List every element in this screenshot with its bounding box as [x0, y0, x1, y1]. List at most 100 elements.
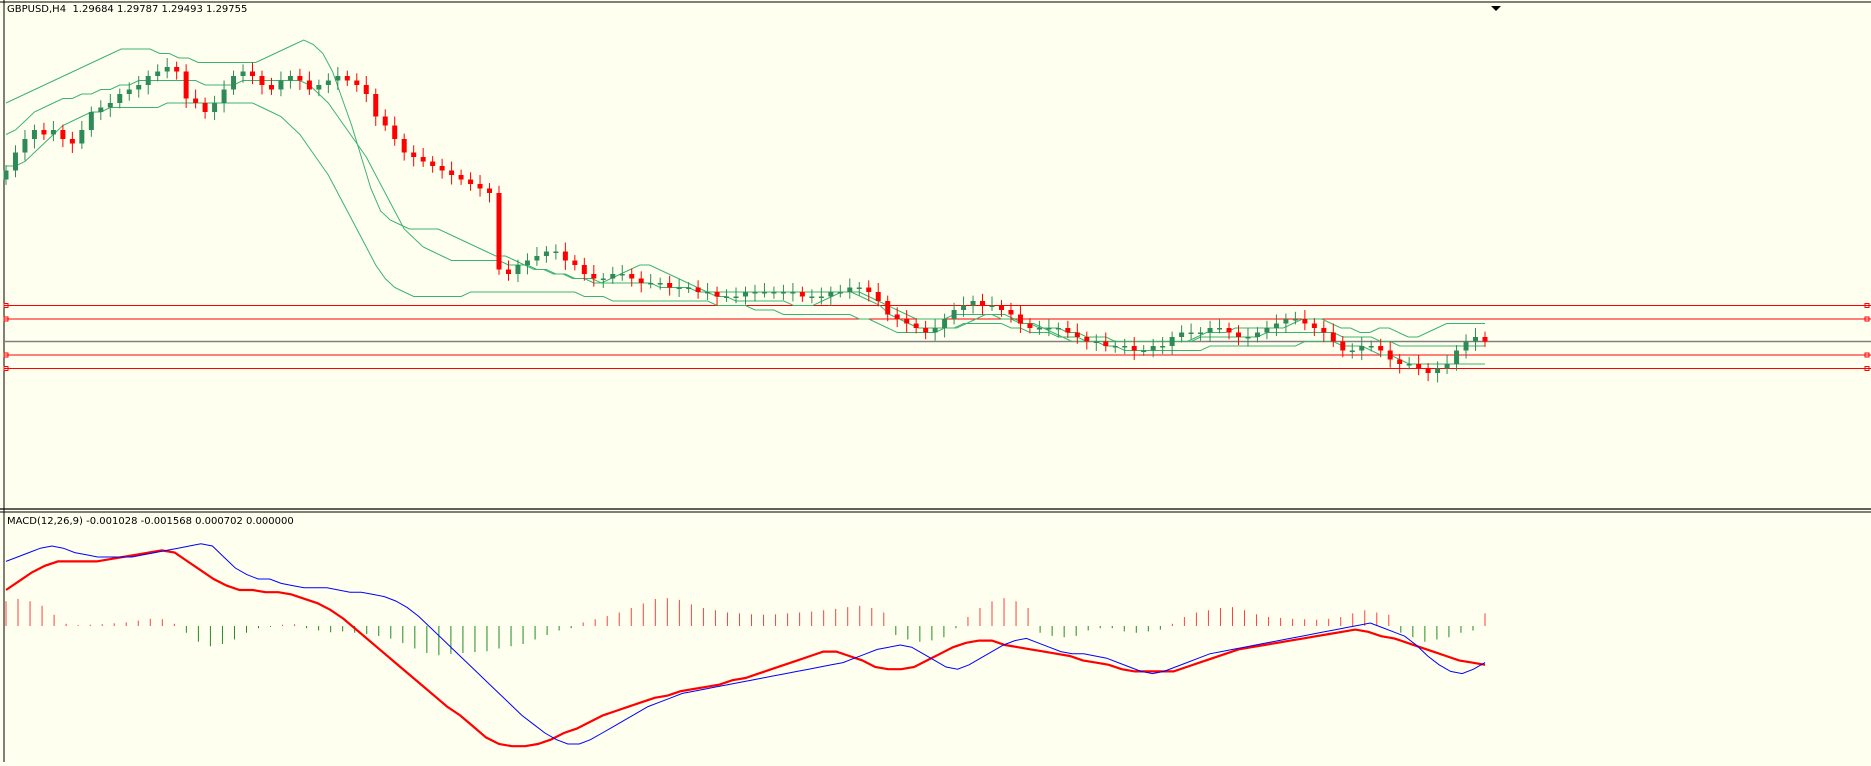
candle-body: [506, 270, 511, 275]
candle-body: [22, 139, 27, 153]
candle-body: [231, 76, 236, 90]
candle-body: [1483, 337, 1488, 342]
candle-body: [601, 279, 606, 281]
candle-body: [440, 166, 445, 171]
candle-body: [734, 297, 739, 299]
candle-body: [828, 292, 833, 297]
candle-body: [1103, 342, 1108, 347]
candle-body: [345, 76, 350, 81]
candle-body: [582, 265, 587, 274]
symbol-label: GBPUSD,H4: [7, 4, 66, 15]
candle-body: [98, 108, 103, 113]
candle-body: [1445, 364, 1450, 369]
candle-body: [923, 328, 928, 333]
candle-body: [980, 301, 985, 306]
candle-body: [155, 72, 160, 77]
candle-body: [354, 81, 359, 86]
candle-body: [373, 94, 378, 117]
candle-body: [1464, 342, 1469, 351]
candle-body: [1264, 328, 1269, 333]
candle-body: [411, 153, 416, 158]
candle-body: [942, 319, 947, 328]
candle-body: [857, 288, 862, 290]
candle-body: [127, 90, 132, 95]
candle-body: [222, 90, 227, 104]
candle-body: [1227, 328, 1232, 333]
candle-body: [952, 310, 957, 319]
candle-body: [1274, 324, 1279, 329]
candle-body: [1075, 333, 1080, 338]
candle-body: [1027, 324, 1032, 329]
candle-body: [335, 76, 340, 81]
candle-body: [961, 306, 966, 311]
candle-body: [364, 85, 369, 94]
candle-body: [1407, 364, 1412, 366]
candle-body: [430, 162, 435, 167]
candle-body: [743, 292, 748, 297]
candle-body: [525, 261, 530, 266]
candle-body: [648, 283, 653, 285]
candle-body: [1113, 346, 1118, 348]
candle-body: [1189, 333, 1194, 335]
candle-body: [876, 292, 881, 301]
candle-body: [278, 81, 283, 90]
candle-body: [629, 274, 634, 279]
candle-body: [715, 292, 720, 297]
candle-body: [781, 292, 786, 294]
candle-body: [1426, 369, 1431, 374]
candle-body: [696, 288, 701, 293]
candle-body: [895, 315, 900, 320]
candle-body: [421, 157, 426, 162]
candle-body: [553, 252, 558, 254]
candle-body: [1435, 369, 1440, 374]
candle-body: [1084, 337, 1089, 342]
macd-header: MACD(12,26,9) -0.001028 -0.001568 0.0007…: [7, 516, 294, 527]
candle-body: [1350, 351, 1355, 353]
candle-body: [686, 288, 691, 290]
candle-body: [117, 94, 122, 103]
candle-body: [1151, 346, 1156, 351]
candle-body: [1302, 319, 1307, 324]
candle-body: [307, 81, 312, 90]
candle-body: [572, 261, 577, 266]
candle-body: [563, 252, 568, 261]
candle-body: [297, 76, 302, 81]
candle-body: [1473, 337, 1478, 342]
candle-body: [108, 103, 113, 108]
candle-body: [591, 274, 596, 279]
candle-body: [13, 153, 18, 171]
candle-body: [32, 130, 37, 139]
candle-body: [1388, 351, 1393, 360]
candle-body: [241, 72, 246, 77]
candle-body: [1056, 328, 1061, 330]
candle-body: [497, 193, 502, 270]
candle-body: [392, 126, 397, 140]
candle-body: [288, 76, 293, 81]
candle-body: [487, 189, 492, 194]
candle-body: [1416, 364, 1421, 369]
candle-body: [999, 306, 1004, 311]
candle-body: [914, 324, 919, 329]
candle-body: [1208, 328, 1213, 333]
candle-body: [193, 99, 198, 104]
candle-body: [904, 319, 909, 324]
candle-body: [51, 130, 56, 135]
candle-body: [819, 297, 824, 299]
candle-body: [60, 130, 65, 139]
candle-body: [1312, 324, 1317, 329]
main-header: GBPUSD,H4 1.29684 1.29787 1.29493 1.2975…: [7, 4, 247, 15]
candle-body: [174, 67, 179, 72]
candle-body: [1369, 346, 1374, 348]
candle-body: [534, 256, 539, 261]
candle-body: [866, 288, 871, 293]
candle-body: [259, 76, 264, 85]
candle-body: [165, 67, 170, 72]
candle-body: [677, 288, 682, 290]
candle-body: [544, 252, 549, 257]
ohlc-values: 1.29684 1.29787 1.29493 1.29755: [72, 4, 247, 15]
candle-body: [800, 292, 805, 297]
candle-body: [146, 76, 151, 85]
candle-body: [790, 292, 795, 294]
